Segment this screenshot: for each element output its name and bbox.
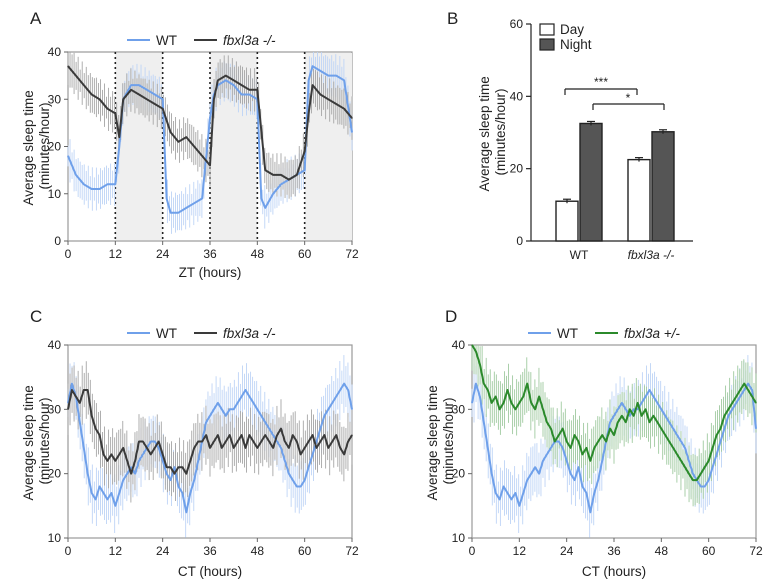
x-axis-label-c: CT (hours) xyxy=(178,564,242,579)
sig-label-2: * xyxy=(626,91,631,105)
legend-label-mutant: fbxl3a -/- xyxy=(223,33,276,48)
y-tick-label: 10 xyxy=(452,531,466,545)
y-axis-label-c: Average sleep time (minutes/hour) xyxy=(21,381,52,500)
x-tick-label: 12 xyxy=(109,247,123,261)
panel-d-chart: 0 12 24 36 48 60 72 10 20 30 40 Average sleep time… xyxy=(425,338,763,579)
legend-swatch-day xyxy=(539,23,555,36)
x-axis-label-d: CT (hours) xyxy=(582,564,646,579)
y-tick-label: 40 xyxy=(510,89,524,103)
series-line xyxy=(471,382,757,514)
legend-label-mutant: fbxl3a -/- xyxy=(223,326,276,341)
x-tick-label: 0 xyxy=(65,544,72,558)
x-tick-label: 48 xyxy=(655,544,669,558)
panel-label-b: B xyxy=(447,9,458,28)
x-tick-label: 60 xyxy=(298,247,312,261)
y-axis-label-a: Average sleep time (minutes/hour) xyxy=(21,86,52,205)
x-tick-label: 36 xyxy=(203,544,217,558)
legend-c: WT fbxl3a -/- xyxy=(127,326,276,341)
x-tick-label: 72 xyxy=(345,544,359,558)
y-tick-label: 40 xyxy=(48,45,62,59)
y-axis-label-d: Average sleep time (minutes/hour) xyxy=(425,381,456,500)
panel-label-c: C xyxy=(30,307,42,326)
legend-label-wt: WT xyxy=(557,326,578,341)
bar-day xyxy=(555,200,579,242)
x-tick-label: 36 xyxy=(203,247,217,261)
y-tick-label: 40 xyxy=(452,338,466,352)
x-tick-label: 24 xyxy=(156,247,170,261)
panel-label-d: D xyxy=(445,307,457,326)
y-axis-label-b: Average sleep time (minutes/hour) xyxy=(477,72,508,191)
y-tick-label: 30 xyxy=(48,402,62,416)
y-tick-label: 30 xyxy=(48,92,62,106)
x-tick-label: 72 xyxy=(749,544,763,558)
y-tick-label: 20 xyxy=(48,467,62,481)
legend-a: WT fbxl3a -/- xyxy=(127,33,276,48)
legend-label-wt: WT xyxy=(156,33,177,48)
panel-a-chart: 0 12 24 36 48 60 72 0 10 20 30 40 Average sleep tim… xyxy=(21,45,359,280)
y-tick-label: 20 xyxy=(48,140,62,154)
y-tick-label: 20 xyxy=(452,467,466,481)
panel-label-a: A xyxy=(30,9,42,28)
panel-c-chart: 0 12 24 36 48 60 72 10 20 30 40 Average sleep time… xyxy=(21,338,359,579)
sig-label-1: *** xyxy=(594,75,608,89)
y-tick-label: 40 xyxy=(48,338,62,352)
legend-swatch-night xyxy=(539,38,555,51)
x-tick-label: 60 xyxy=(298,544,312,558)
y-tick-label: 0 xyxy=(516,234,523,248)
x-tick-label: 24 xyxy=(560,544,574,558)
x-axis-label-a: ZT (hours) xyxy=(179,265,242,280)
legend-label-wt: WT xyxy=(156,326,177,341)
x-tick-label: 72 xyxy=(345,247,359,261)
x-tick-label: 24 xyxy=(156,544,170,558)
category-label-wt: WT xyxy=(570,248,589,262)
x-tick-label: 48 xyxy=(251,544,265,558)
y-tick-label: 10 xyxy=(48,187,62,201)
legend-label-night: Night xyxy=(560,37,592,52)
series-line xyxy=(471,344,757,482)
series-line xyxy=(67,389,353,475)
x-tick-label: 12 xyxy=(109,544,123,558)
y-tick-label: 10 xyxy=(48,531,62,545)
bar-day xyxy=(627,158,651,242)
bar-night xyxy=(579,122,603,242)
x-tick-label: 12 xyxy=(513,544,527,558)
y-tick-label: 0 xyxy=(54,234,61,248)
category-label-mutant: fbxl3a -/- xyxy=(628,248,675,262)
bar-night xyxy=(651,131,675,242)
y-tick-label: 20 xyxy=(510,162,524,176)
x-tick-label: 60 xyxy=(702,544,716,558)
legend-label-day: Day xyxy=(560,22,584,37)
legend-label-heterozygous: fbxl3a +/- xyxy=(624,326,680,341)
series-line xyxy=(67,65,353,181)
x-tick-label: 0 xyxy=(469,544,476,558)
legend-d: WT fbxl3a +/- xyxy=(528,326,680,341)
series-line xyxy=(67,382,353,514)
significance-bracket-1: *** xyxy=(564,75,638,95)
y-tick-label: 30 xyxy=(452,402,466,416)
series-line xyxy=(67,65,353,214)
x-tick-label: 36 xyxy=(607,544,621,558)
legend-b: Day Night xyxy=(539,22,592,52)
x-tick-label: 0 xyxy=(65,247,72,261)
significance-bracket-2: * xyxy=(592,91,665,110)
y-tick-label: 60 xyxy=(510,17,524,31)
panel-b-chart: 0 20 40 60 Day Night *** * WT fbxl3a -/- Av… xyxy=(477,17,693,262)
x-tick-label: 48 xyxy=(251,247,265,261)
